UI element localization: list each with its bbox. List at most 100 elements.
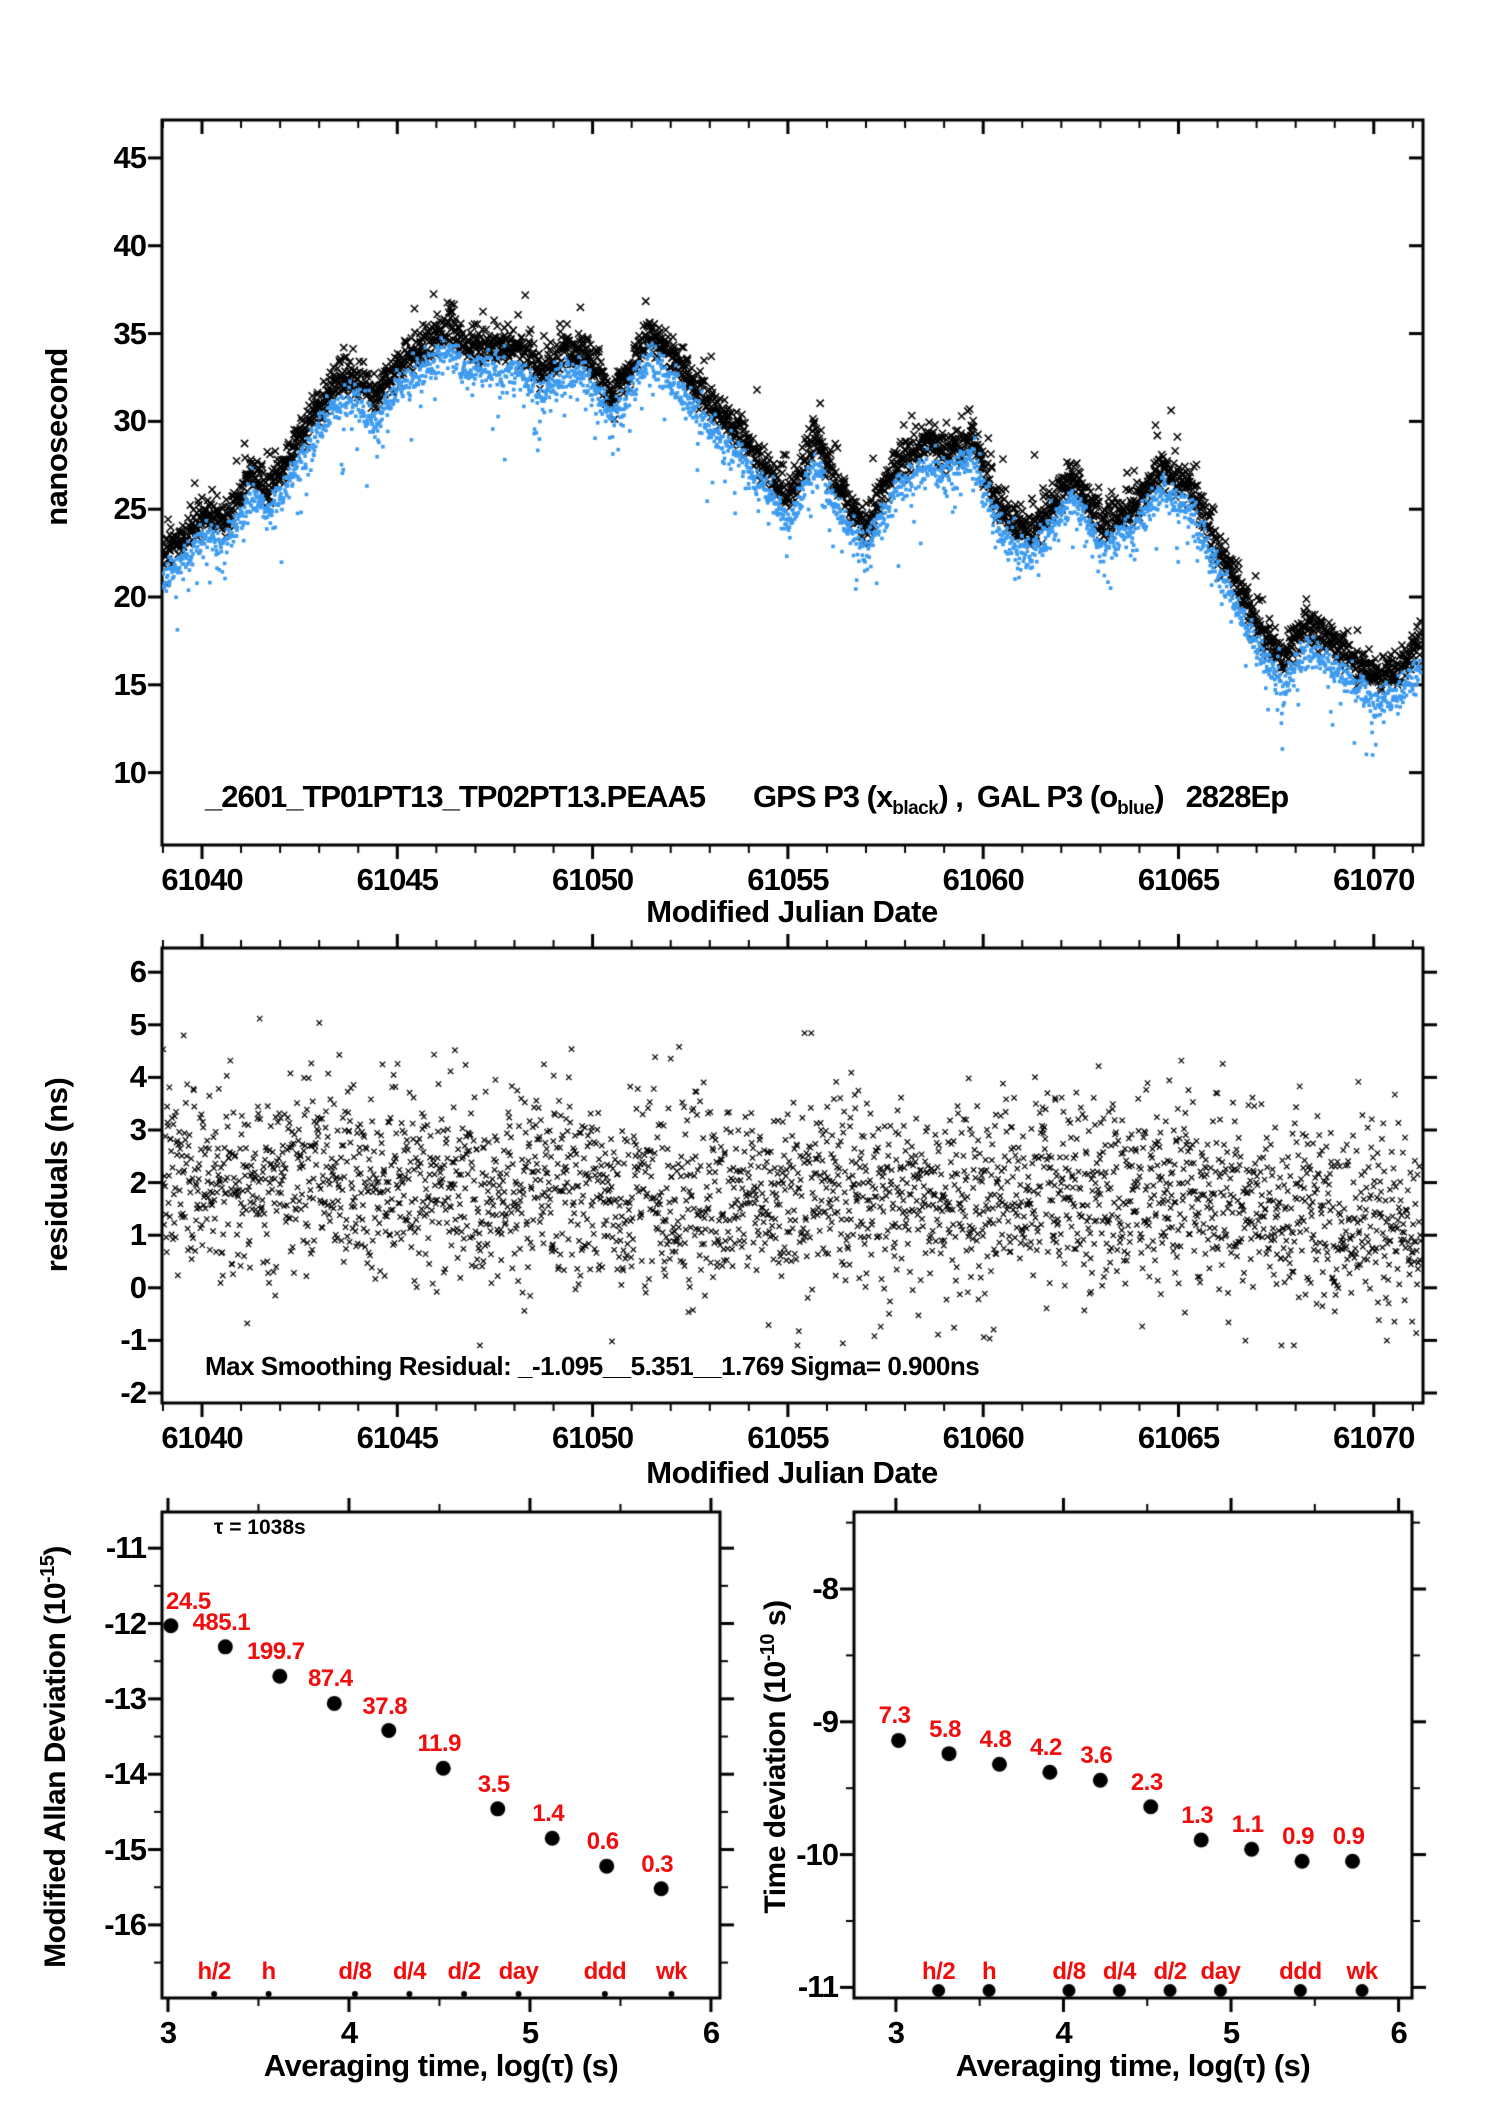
p3-ylabel-suffix: ) (39, 1546, 72, 1556)
p2-xtick-61045: 61045 (356, 1420, 439, 1455)
p3-xtick-4: 4 (340, 2015, 358, 2050)
p3-xtick-6: 6 (702, 2015, 720, 2050)
p4-xtick-6: 6 (1390, 2015, 1407, 2050)
p2-xtick-61065: 61065 (1137, 1420, 1220, 1455)
p4-value-label-5.8: 5.8 (929, 1715, 961, 1743)
p2-xtick-61055: 61055 (747, 1420, 829, 1455)
p3-value-label-199.7: 199.7 (247, 1638, 305, 1666)
p1-xtick-61070: 61070 (1333, 862, 1415, 897)
p3-value-label-0.6: 0.6 (586, 1828, 619, 1856)
p3-time-marker-d-2: d/2 (447, 1958, 481, 1985)
p4-xtick-5: 5 (1222, 2015, 1240, 2050)
p4-time-marker-d-4: d/4 (1102, 1958, 1137, 1985)
p4-value-label-0.9: 0.9 (1282, 1823, 1314, 1851)
p4-value-label-2.3: 2.3 (1130, 1768, 1163, 1796)
p1-title-gal-suffix: ) (1154, 779, 1164, 814)
p1-title-gps-prefix: GPS P3 (x (753, 779, 893, 814)
p2-ytick-5: 5 (129, 1006, 147, 1042)
p3-time-marker-d-8: d/8 (338, 1958, 372, 1985)
p1-ytick-45: 45 (113, 139, 147, 175)
p2-ytick-2: 2 (129, 1164, 147, 1200)
p3-x-axis-title: Averaging time, log(τ) (s) (263, 2048, 619, 2083)
p1-y-axis-title: nanosecond (39, 348, 74, 526)
p2-ytick-3: 3 (129, 1112, 147, 1147)
p4-time-marker-ddd: ddd (1279, 1958, 1322, 1985)
p4-value-label-0.9: 0.9 (1332, 1823, 1365, 1851)
p3-ylabel-superscript: -15 (37, 1555, 59, 1583)
p1-ytick-25: 25 (113, 491, 147, 527)
p3-value-label-485.1: 485.1 (192, 1608, 251, 1636)
p2-ytick--1: -1 (120, 1322, 147, 1358)
p2-xtick-61050: 61050 (551, 1420, 634, 1455)
p2-xtick-61060: 61060 (942, 1420, 1025, 1455)
p2-x-axis-title: Modified Julian Date (646, 1455, 938, 1490)
p1-xtick-61065: 61065 (1137, 862, 1220, 897)
p2-ytick-1: 1 (129, 1217, 147, 1253)
p1-plot-title: _2601_TP01PT13_TP02PT13.PEAA5 GPS P3 (xbl… (205, 779, 1290, 820)
p2-y-axis-title: residuals (ns) (39, 1077, 74, 1273)
p4-time-marker-d-8: d/8 (1052, 1958, 1086, 1985)
p1-xtick-61055: 61055 (747, 862, 829, 897)
p3-tau-annotation: τ = 1038s (214, 1516, 306, 1539)
p4-y-axis-title: Time deviation (10-10 s) (757, 1600, 793, 1913)
p4-time-marker-wk: wk (1346, 1958, 1379, 1985)
p2-ytick-6: 6 (129, 954, 147, 990)
p4-value-label-4.2: 4.2 (1029, 1734, 1062, 1762)
p2-ytick-4: 4 (129, 1059, 147, 1095)
p3-xtick-3: 3 (159, 2015, 177, 2050)
p1-title-gps-suffix: ) , (938, 779, 964, 814)
p1-title-epoch-count: 2828Ep (1185, 779, 1290, 814)
p3-ytick--11: -11 (105, 1530, 147, 1566)
p3-value-label-87.4: 87.4 (307, 1665, 353, 1693)
p3-ytick--12: -12 (104, 1605, 147, 1641)
p3-ytick--14: -14 (104, 1756, 147, 1792)
p3-time-marker-wk: wk (655, 1958, 688, 1985)
p1-ytick-10: 10 (113, 754, 147, 790)
p4-ylabel-superscript: -10 (757, 1633, 779, 1662)
p4-ylabel-prefix: Time deviation (10 (759, 1661, 792, 1914)
p1-xtick-61050: 61050 (551, 862, 634, 897)
p4-x-axis-title: Averaging time, log(τ) (s) (955, 2048, 1311, 2083)
p4-value-label-4.8: 4.8 (979, 1726, 1012, 1754)
p4-ytick--8: -8 (812, 1571, 839, 1607)
p3-ytick--15: -15 (104, 1831, 147, 1867)
p4-value-label-1.3: 1.3 (1181, 1801, 1214, 1829)
p3-time-marker-ddd: ddd (583, 1958, 627, 1985)
p4-time-marker-day: day (1200, 1958, 1241, 1985)
p4-xtick-4: 4 (1055, 2015, 1072, 2050)
p1-title-gal-subscript: blue (1117, 798, 1155, 819)
p3-ytick--13: -13 (104, 1680, 147, 1716)
p1-x-axis-title: Modified Julian Date (646, 894, 938, 929)
p3-time-marker-h: h (261, 1958, 277, 1985)
p4-value-label-7.3: 7.3 (878, 1702, 911, 1730)
p3-value-label-11.9: 11.9 (417, 1730, 462, 1758)
p3-value-label-0.3: 0.3 (641, 1850, 674, 1878)
p3-value-label-1.4: 1.4 (532, 1800, 565, 1828)
p1-ytick-35: 35 (113, 315, 147, 351)
p4-xtick-3: 3 (887, 2015, 905, 2050)
p3-time-marker-day: day (498, 1958, 539, 1985)
p1-ytick-15: 15 (113, 666, 147, 702)
p2-xtick-61070: 61070 (1333, 1420, 1415, 1455)
p1-title-filename: _2601_TP01PT13_TP02PT13.PEAA5 (205, 779, 706, 814)
p4-value-label-1.1: 1.1 (1231, 1811, 1264, 1839)
p1-xtick-61040: 61040 (161, 862, 243, 897)
p2-xtick-61040: 61040 (161, 1420, 243, 1455)
p3-xtick-5: 5 (521, 2015, 539, 2050)
p4-value-label-3.6: 3.6 (1080, 1742, 1113, 1770)
p4-ytick--10: -10 (796, 1836, 839, 1872)
p3-ytick--16: -16 (104, 1906, 147, 1942)
p3-time-marker-d-4: d/4 (392, 1958, 427, 1985)
p1-xtick-61045: 61045 (356, 862, 439, 897)
p2-ytick--2: -2 (120, 1375, 147, 1410)
p3-value-label-24.5: 24.5 (166, 1587, 211, 1615)
p1-title-gps-subscript: black (892, 798, 939, 819)
p4-ytick--9: -9 (812, 1703, 839, 1739)
p1-ytick-30: 30 (113, 403, 147, 439)
p4-time-marker-d-2: d/2 (1153, 1958, 1187, 1985)
p1-ytick-20: 20 (113, 579, 147, 614)
p3-value-label-3.5: 3.5 (477, 1770, 510, 1798)
p4-time-marker-h-2: h/2 (922, 1958, 956, 1985)
